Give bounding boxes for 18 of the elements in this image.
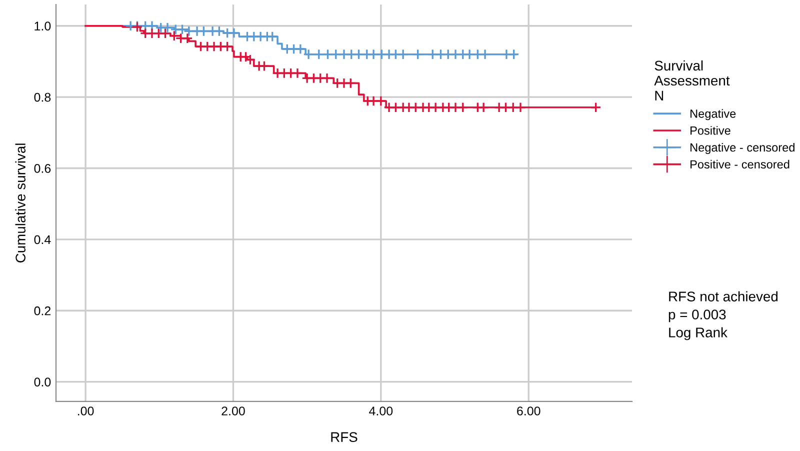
legend-label: Negative (690, 109, 736, 120)
x-tick-label: 2.00 (222, 406, 245, 416)
x-tick-label: 4.00 (369, 406, 393, 416)
text: RFS not achieved p = 0.003 Log Rank (668, 291, 778, 340)
y-tick-label: 0.6 (34, 164, 51, 173)
x-axis-title: RFS (331, 432, 358, 442)
legend-label: Negative - censored (690, 142, 794, 154)
y-tick-label: 0.2 (34, 306, 51, 316)
y-tick-label: 0.4 (34, 235, 51, 244)
y-tick-label: 0.8 (34, 92, 51, 102)
legend-label: Positive - censored (690, 160, 790, 169)
legend-label: Positive (690, 126, 730, 135)
x-tick-label: 6.00 (517, 406, 540, 416)
y-tick-label: 1.0 (34, 22, 51, 31)
x-tick-label: .00 (78, 406, 94, 416)
y-tick-label: 0.0 (34, 378, 51, 386)
y-axis-title: Cumulative survival (15, 144, 26, 262)
legend-title: Survival Assessment N (654, 60, 730, 100)
